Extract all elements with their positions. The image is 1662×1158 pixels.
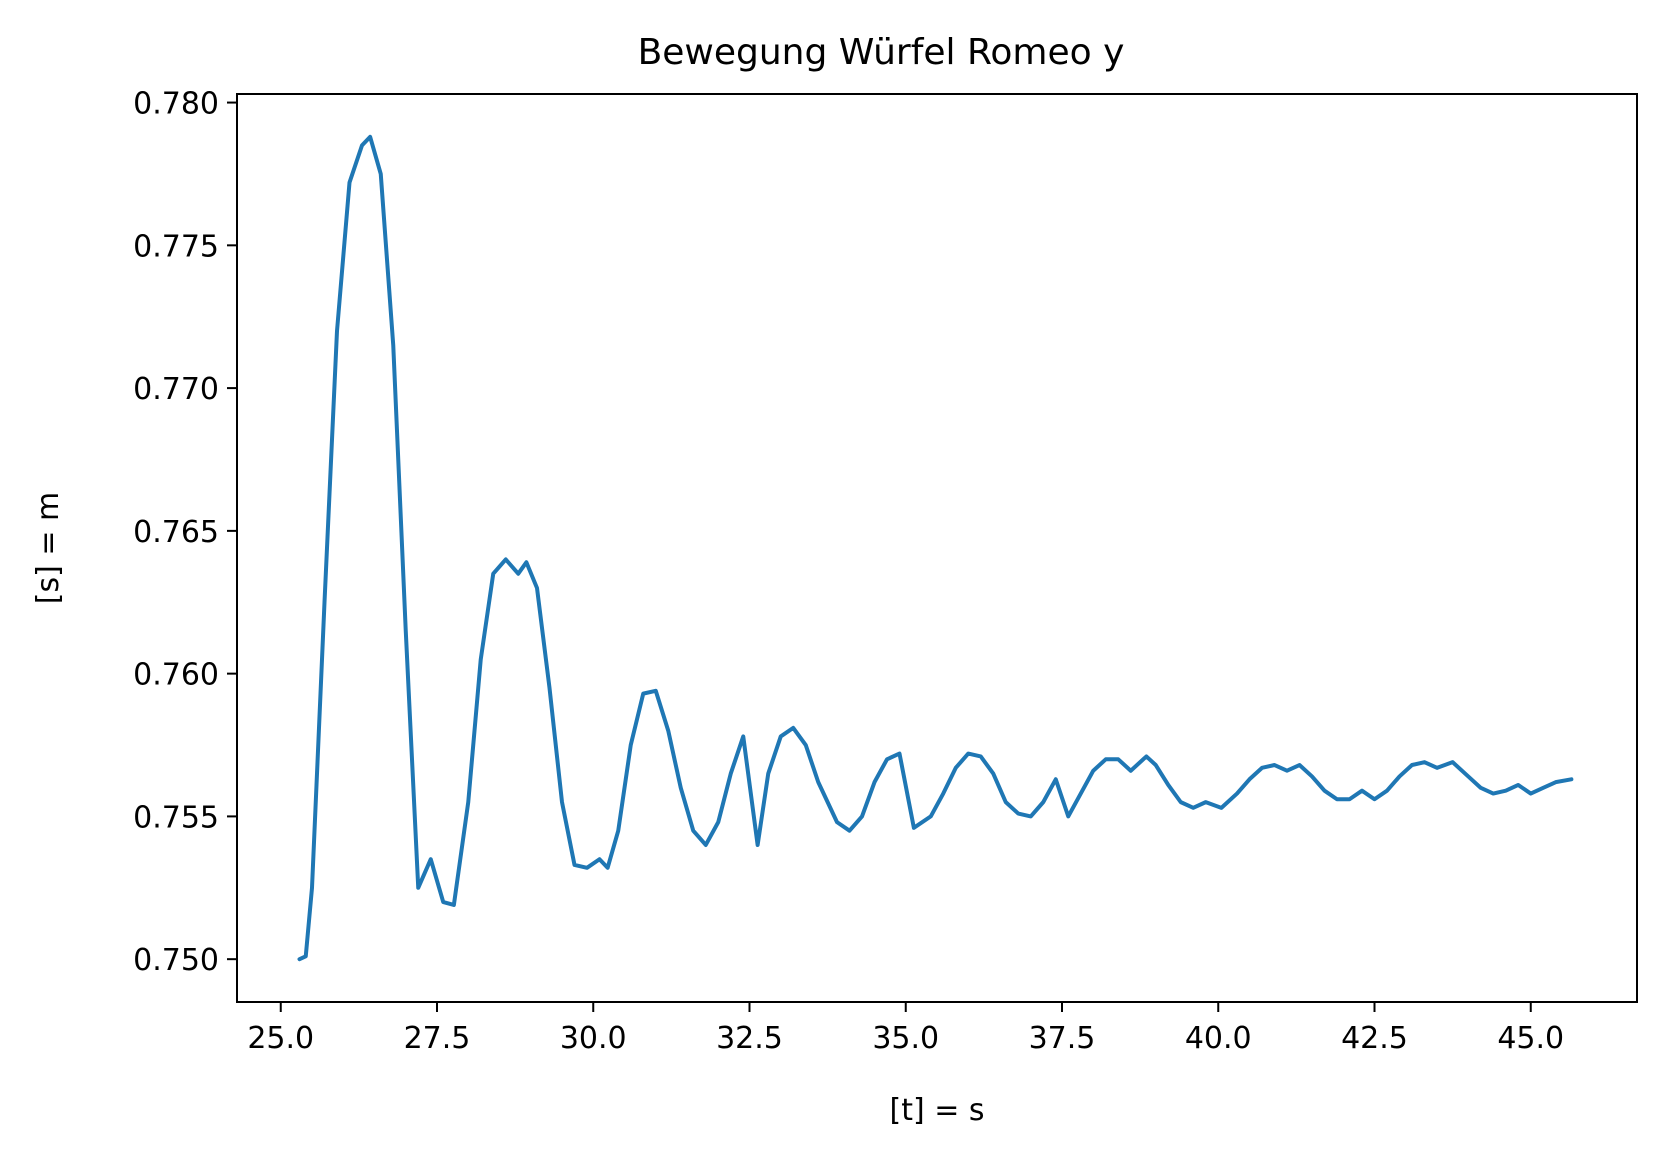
x-tick-label: 30.0 <box>560 1021 627 1056</box>
x-tick-label: 37.5 <box>1029 1021 1096 1056</box>
x-tick-label: 27.5 <box>404 1021 471 1056</box>
x-tick-label: 40.0 <box>1185 1021 1252 1056</box>
y-tick-label: 0.760 <box>133 658 219 693</box>
x-tick-label: 32.5 <box>716 1021 783 1056</box>
y-tick-label: 0.755 <box>133 800 219 835</box>
y-tick-label: 0.750 <box>133 943 219 978</box>
plot-area <box>297 134 1574 962</box>
axes-frame <box>236 93 1638 1003</box>
series-line <box>297 134 1574 962</box>
x-tick-label: 42.5 <box>1341 1021 1408 1056</box>
chart-title: Bewegung Würfel Romeo y <box>638 32 1125 73</box>
y-tick-label: 0.780 <box>133 87 219 122</box>
x-tick-label: 25.0 <box>247 1021 314 1056</box>
x-axis-title: [t] = s <box>889 1093 984 1128</box>
y-axis: 0.750 0.755 0.760 0.765 0.770 0.775 0.780 <box>133 87 237 978</box>
y-tick-label: 0.775 <box>133 229 219 264</box>
y-tick-label: 0.765 <box>133 515 219 550</box>
y-axis-title: [s] = m <box>31 492 66 604</box>
x-tick-label: 45.0 <box>1497 1021 1564 1056</box>
x-tick-label: 35.0 <box>872 1021 939 1056</box>
x-axis: 25.0 27.5 30.0 32.5 35.0 37.5 40.0 42.5 45.0 <box>247 1002 1564 1056</box>
y-tick-label: 0.770 <box>133 372 219 407</box>
